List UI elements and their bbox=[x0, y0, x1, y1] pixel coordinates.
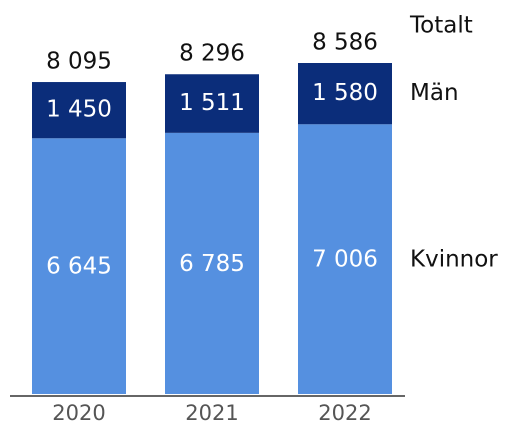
bar-segment bbox=[165, 132, 259, 394]
bar-segment bbox=[32, 138, 126, 394]
bar-segment bbox=[298, 63, 392, 125]
totals-label: Totalt bbox=[409, 13, 473, 39]
value-label: 1 511 bbox=[179, 90, 245, 116]
value-label: 1 580 bbox=[312, 80, 378, 106]
bar-segment bbox=[32, 82, 126, 139]
total-label: 8 296 bbox=[179, 41, 245, 67]
series-label: Män bbox=[410, 80, 459, 106]
value-label: 6 645 bbox=[46, 254, 112, 280]
total-label: 8 095 bbox=[46, 49, 112, 75]
total-label: 8 586 bbox=[312, 30, 378, 56]
x-tick-label: 2021 bbox=[185, 401, 238, 425]
value-label: 1 450 bbox=[46, 97, 112, 123]
x-tick-label: 2022 bbox=[318, 401, 371, 425]
value-label: 7 006 bbox=[312, 247, 378, 273]
bar-segment bbox=[298, 124, 392, 395]
series-label: Kvinnor bbox=[410, 247, 498, 273]
x-tick-label: 2020 bbox=[52, 401, 105, 425]
value-label: 6 785 bbox=[179, 251, 245, 277]
bar-segment bbox=[165, 74, 259, 133]
